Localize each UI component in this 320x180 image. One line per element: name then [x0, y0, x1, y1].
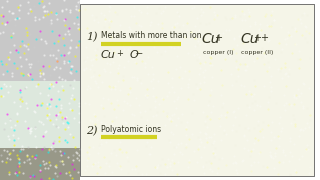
Bar — [80, 4, 314, 176]
Text: 1): 1) — [86, 32, 98, 43]
Text: ––: –– — [136, 50, 143, 59]
Text: Cu: Cu — [101, 50, 116, 60]
Text: Metals with more than ion: Metals with more than ion — [101, 31, 201, 40]
Text: +: + — [116, 49, 123, 58]
Text: 2): 2) — [86, 126, 98, 136]
Text: ++: ++ — [253, 33, 269, 43]
Text: O: O — [130, 50, 138, 60]
Bar — [80, 4, 314, 176]
Text: copper (II): copper (II) — [241, 50, 274, 55]
Bar — [0, 0, 80, 81]
Text: copper (I): copper (I) — [203, 50, 233, 55]
Text: +: + — [214, 33, 222, 43]
Text: Polyatomic ions: Polyatomic ions — [101, 125, 161, 134]
Text: Cu: Cu — [240, 32, 259, 46]
Text: Cu: Cu — [202, 32, 220, 46]
Bar — [0, 81, 80, 148]
Bar — [0, 148, 80, 180]
